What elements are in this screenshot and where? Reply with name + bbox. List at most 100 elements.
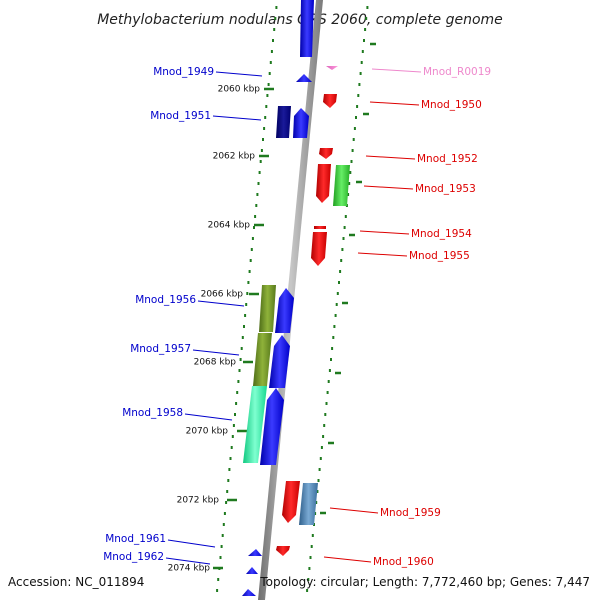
guide-dot-left bbox=[251, 237, 254, 240]
guide-dot-right bbox=[350, 160, 353, 163]
leader-line bbox=[167, 539, 216, 548]
guide-dot-right bbox=[332, 336, 335, 339]
gene-arrow-mnod-1958[interactable] bbox=[260, 388, 284, 465]
gene-label-mnod-1962[interactable]: Mnod_1962 bbox=[103, 551, 164, 563]
guide-dot-right bbox=[364, 28, 367, 31]
gene-arrow-mnod-1953[interactable] bbox=[316, 164, 331, 203]
guide-dot-right bbox=[310, 545, 313, 548]
gene-arrow-mnod-1956[interactable] bbox=[275, 288, 294, 333]
kbp-label: 2062 kbp bbox=[213, 152, 256, 162]
leader-line bbox=[165, 557, 211, 565]
guide-dot-right bbox=[357, 94, 360, 97]
guide-dot-left bbox=[257, 182, 260, 185]
guide-dot-left bbox=[263, 127, 266, 130]
gene-label-mnod-1958[interactable]: Mnod_1958 bbox=[122, 407, 183, 419]
leader-line bbox=[371, 68, 422, 73]
gene-arrow-mnod-r0019[interactable] bbox=[326, 66, 338, 70]
guide-dot-left bbox=[260, 149, 263, 152]
kbp-label: 2064 kbp bbox=[208, 221, 251, 231]
gene-label-mnod-1950[interactable]: Mnod_1950 bbox=[421, 99, 482, 111]
gene-arrow[interactable] bbox=[242, 589, 256, 596]
guide-dot-left bbox=[268, 72, 271, 75]
gene-label-mnod-1960[interactable]: Mnod_1960 bbox=[373, 556, 434, 568]
kbp-label: 2068 kbp bbox=[194, 358, 237, 368]
cog-bar bbox=[333, 165, 350, 206]
guide-dot-left bbox=[264, 116, 267, 119]
guide-dot-right bbox=[361, 50, 364, 53]
guide-dot-right bbox=[339, 270, 342, 273]
gene-label-mnod-r0019[interactable]: Mnod_R0019 bbox=[423, 66, 491, 78]
guide-dot-right bbox=[336, 292, 339, 295]
guide-dot-left bbox=[229, 457, 232, 460]
guide-dot-right bbox=[333, 325, 336, 328]
guide-dot-right bbox=[307, 578, 310, 581]
leader-line bbox=[212, 115, 262, 121]
kbp-label: 2072 kbp bbox=[177, 496, 220, 506]
gene-label-mnod-1954[interactable]: Mnod_1954 bbox=[411, 228, 472, 240]
guide-dot-right bbox=[351, 149, 354, 152]
gene-arrow-mnod-1954[interactable] bbox=[314, 226, 326, 229]
gene-arrow-mnod-1955[interactable] bbox=[311, 232, 327, 266]
kbp-label: 2060 kbp bbox=[218, 85, 261, 95]
gene-arrow-mnod-1960[interactable] bbox=[276, 546, 290, 556]
gene-arrow-mnod-1949[interactable] bbox=[296, 74, 312, 82]
leader-line bbox=[323, 556, 372, 563]
gene-arrow-mnod-1952[interactable] bbox=[319, 148, 333, 159]
gene-arrow-mnod-1961[interactable] bbox=[248, 549, 262, 556]
guide-dot-left bbox=[245, 303, 248, 306]
guide-dot-right bbox=[315, 501, 318, 504]
guide-dot-left bbox=[266, 94, 269, 97]
guide-dot-right bbox=[324, 413, 327, 416]
leader-line bbox=[357, 252, 408, 257]
gene-label-mnod-1953[interactable]: Mnod_1953 bbox=[415, 183, 476, 195]
guide-dot-right bbox=[311, 534, 314, 537]
guide-dot-right bbox=[316, 490, 319, 493]
gene-arrow-mnod-1962[interactable] bbox=[246, 567, 258, 574]
guide-dot-right bbox=[320, 446, 323, 449]
gene-label-mnod-1949[interactable]: Mnod_1949 bbox=[153, 66, 214, 78]
leader-line bbox=[359, 230, 410, 235]
guide-dot-right bbox=[365, 17, 368, 20]
guide-dot-left bbox=[275, 6, 278, 9]
guide-dot-right bbox=[330, 358, 332, 361]
guide-dot-left bbox=[247, 281, 250, 284]
gene-label-mnod-1959[interactable]: Mnod_1959 bbox=[380, 507, 441, 519]
guide-dot-right bbox=[306, 589, 309, 592]
gene-arrow[interactable] bbox=[300, 0, 314, 57]
guide-dot-right bbox=[359, 72, 362, 75]
gene-label-mnod-1956[interactable]: Mnod_1956 bbox=[135, 294, 196, 306]
guide-dot-left bbox=[258, 171, 261, 174]
guide-dot-left bbox=[223, 512, 226, 515]
guide-dot-right bbox=[309, 556, 312, 559]
guide-dot-left bbox=[228, 468, 231, 471]
gene-label-mnod-1951[interactable]: Mnod_1951 bbox=[150, 110, 211, 122]
leader-line bbox=[184, 413, 233, 421]
guide-dot-right bbox=[366, 6, 369, 9]
guide-dot-right bbox=[331, 347, 334, 350]
leader-line bbox=[365, 155, 416, 160]
guide-dot-right bbox=[314, 512, 317, 515]
guide-dot-right bbox=[349, 171, 352, 174]
guide-dot-right bbox=[344, 215, 347, 218]
guide-dot-left bbox=[246, 292, 249, 295]
guide-dot-left bbox=[225, 501, 228, 504]
cog-bar bbox=[276, 106, 291, 138]
gene-arrow-mnod-1959[interactable] bbox=[282, 481, 300, 523]
gene-label-mnod-1961[interactable]: Mnod_1961 bbox=[105, 533, 166, 545]
leader-line bbox=[192, 349, 240, 356]
guide-dot-left bbox=[259, 160, 262, 163]
guide-dot-left bbox=[250, 248, 253, 251]
guide-dot-left bbox=[236, 391, 239, 394]
guide-dot-left bbox=[239, 358, 242, 361]
gene-label-mnod-1957[interactable]: Mnod_1957 bbox=[130, 343, 191, 355]
gene-arrow-mnod-1957[interactable] bbox=[269, 335, 290, 388]
guide-dot-left bbox=[231, 435, 234, 438]
gene-arrow-mnod-1950[interactable] bbox=[323, 94, 337, 108]
cog-bar bbox=[243, 386, 267, 463]
guide-dot-right bbox=[358, 83, 361, 86]
kbp-label: 2066 kbp bbox=[201, 290, 244, 300]
gene-label-mnod-1952[interactable]: Mnod_1952 bbox=[417, 153, 478, 165]
gene-label-mnod-1955[interactable]: Mnod_1955 bbox=[409, 250, 470, 262]
guide-dot-left bbox=[269, 61, 272, 64]
gene-arrow-mnod-1951[interactable] bbox=[293, 108, 309, 138]
